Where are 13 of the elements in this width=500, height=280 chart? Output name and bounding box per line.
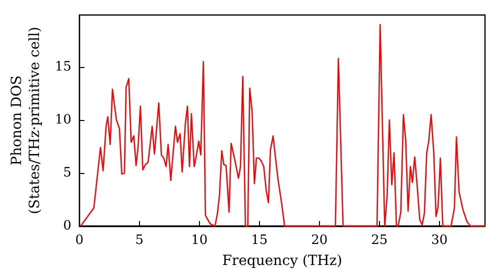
x-tick-label: 20: [311, 233, 328, 248]
y-tick-label: 10: [54, 112, 72, 128]
x-tick-label: 25: [371, 233, 388, 248]
y-tick-label: 15: [54, 59, 72, 74]
x-tick-label: 30: [431, 233, 448, 248]
x-tick-label: 0: [75, 233, 84, 248]
y-tick-label: 5: [63, 165, 72, 180]
x-axis-title: Frequency (THz): [222, 252, 342, 269]
y-tick-label: 0: [63, 218, 72, 234]
x-tick-label: 5: [135, 233, 144, 248]
y-axis-title: Phonon DOS (States/THz·primitive cell): [9, 26, 43, 214]
x-tick-label: 15: [251, 233, 268, 248]
x-tick-label: 10: [191, 233, 208, 248]
